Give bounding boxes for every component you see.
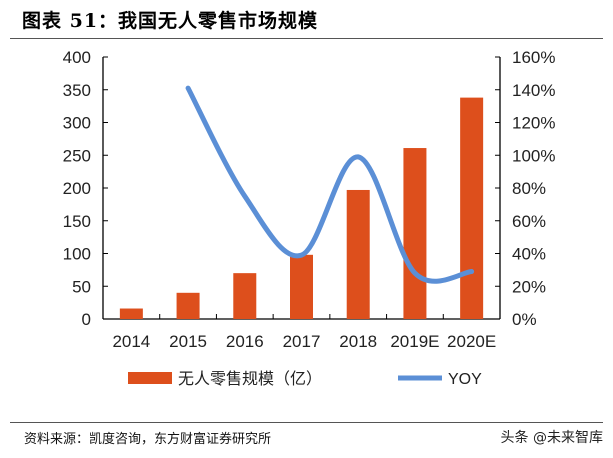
source-note: 资料来源：凯度咨询，东方财富证券研究所 [24, 432, 272, 447]
right-tick-label: 60% [512, 212, 546, 231]
right-tick-label: 100% [512, 146, 555, 165]
bar-2019E [403, 148, 427, 319]
legend-bar-swatch [128, 372, 172, 384]
bar-2020E [460, 97, 484, 319]
left-tick-label: 200 [63, 179, 91, 198]
left-tick-label: 100 [63, 245, 91, 264]
bar-2014 [119, 308, 143, 319]
legend-line-label: YOY [448, 371, 482, 388]
bar-2017 [290, 254, 313, 319]
bar-2018 [346, 189, 370, 319]
right-tick-label: 80% [512, 179, 546, 198]
bar-2015 [176, 292, 200, 319]
bar-2016 [233, 273, 257, 319]
yoy-line [185, 85, 475, 284]
x-tick-label: 2019E [390, 332, 439, 351]
left-tick-label: 150 [63, 212, 91, 231]
x-tick-label: 2016 [226, 332, 264, 351]
left-tick-label: 50 [72, 277, 91, 296]
x-tick-label: 2014 [112, 332, 150, 351]
chart-title: 图表 51：我国无人零售市场规模 [22, 10, 319, 32]
x-tick-label: 2017 [283, 332, 321, 351]
left-tick-label: 0 [82, 310, 91, 329]
right-tick-label: 120% [512, 114, 555, 133]
right-tick-label: 160% [512, 48, 555, 67]
left-tick-label: 400 [63, 48, 91, 67]
watermark: 头条 @未来智库 [500, 430, 603, 446]
right-tick-label: 140% [512, 81, 555, 100]
left-tick-label: 350 [63, 81, 91, 100]
x-tick-label: 2015 [169, 332, 207, 351]
right-tick-label: 0% [512, 310, 537, 329]
right-tick-label: 20% [512, 277, 546, 296]
legend-bar-label: 无人零售规模（亿） [178, 370, 322, 388]
x-tick-label: 2020E [447, 332, 496, 351]
title-divider [10, 38, 603, 39]
right-tick-label: 40% [512, 245, 546, 264]
x-tick-label: 2018 [339, 332, 377, 351]
footer-divider [10, 422, 603, 423]
left-tick-label: 250 [63, 146, 91, 165]
left-tick-label: 300 [63, 114, 91, 133]
